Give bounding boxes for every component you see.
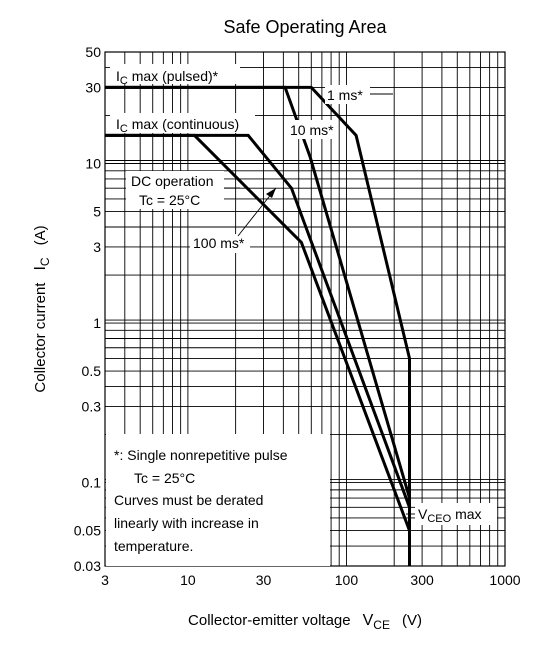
x-tick-label: 10: [180, 572, 196, 588]
note-line-5: temperature.: [114, 538, 193, 554]
label-bg-vceo: [415, 503, 497, 525]
note-line-4: linearly with increase in: [114, 515, 259, 531]
soa-curve-4: [105, 133, 411, 566]
label-bg-ic-pulsed: [110, 64, 240, 84]
label-bg-1ms: [325, 85, 370, 104]
label-dc-temp: Tc = 25°C: [139, 192, 200, 208]
y-tick-label: 0.3: [82, 398, 102, 414]
y-tick-label: 1: [93, 315, 101, 331]
x-tick-labels: 3 10 30 100 300 1000: [101, 572, 521, 588]
arrow-head-100ms: [266, 188, 276, 198]
note-line-1: *: Single nonrepetitive pulse: [114, 447, 288, 463]
label-1ms: 1 ms*: [327, 87, 363, 103]
y-tick-label: 3: [93, 239, 101, 255]
label-10ms: 10 ms*: [290, 122, 334, 138]
y-tick-label: 0.03: [74, 558, 101, 574]
note-box: [106, 434, 330, 566]
x-tick-label: 100: [335, 572, 359, 588]
y-tick-label: 50: [85, 44, 101, 60]
y-tick-label: 30: [85, 79, 101, 95]
x-tick-label: 300: [410, 572, 434, 588]
y-tick-label: 0.05: [74, 523, 101, 539]
label-vceo-max: VCEO max: [418, 506, 482, 525]
label-bg-10ms: [288, 120, 338, 139]
note-line-2: Tc = 25°C: [134, 470, 195, 486]
note-line-3: Curves must be derated: [114, 492, 263, 508]
x-tick-label: 3: [101, 572, 109, 588]
x-tick-label: 30: [256, 572, 272, 588]
label-ic-pulsed: IC max (pulsed)*: [116, 68, 219, 87]
label-bg-dc: [126, 171, 224, 209]
label-ic-continuous: IC max (continuous): [116, 116, 239, 135]
y-axis-label: Collector currentIC(A): [32, 225, 52, 392]
y-tick-label: 10: [85, 156, 101, 172]
label-bg-100ms: [190, 234, 250, 253]
label-100ms: 100 ms*: [193, 235, 245, 251]
label-bg-ic-continuous: [110, 113, 255, 133]
y-tick-label: 0.1: [82, 475, 102, 491]
y-tick-label: 5: [93, 204, 101, 220]
chart-title: Safe Operating Area: [223, 17, 387, 37]
label-dc-operation: DC operation: [131, 173, 214, 189]
x-tick-label: 1000: [489, 572, 520, 588]
y-tick-label: 0.5: [82, 363, 102, 379]
curves: [105, 85, 411, 566]
x-axis-label: Collector-emitter voltage VCE (V): [188, 612, 422, 632]
y-tick-labels: 0.03 0.05 0.1 0.3 0.5 1 3 5 10 30 50: [74, 44, 101, 574]
